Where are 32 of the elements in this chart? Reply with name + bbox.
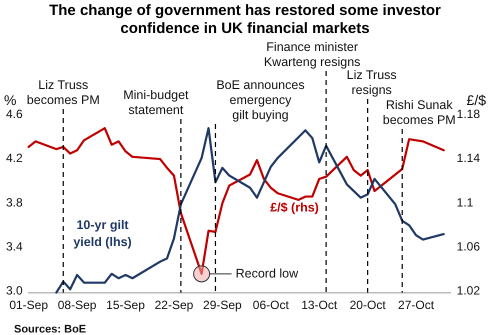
y-tick-label: 3.4 [6, 239, 23, 254]
source-note: Sources: BoE [14, 324, 86, 335]
ref-line-label: BoE announces emergency gilt buying [216, 78, 305, 122]
y2-axis-title: £/$ [466, 92, 486, 108]
y-tick-label: 4.2 [6, 151, 23, 166]
chart-title: The change of government has restored some investor confidence in UK financial markets [48, 1, 442, 39]
y2-tick-label: 1.02 [456, 284, 480, 298]
series-label: £/$ (rhs) [270, 200, 319, 214]
y2-tick-label: 1.18 [456, 107, 480, 122]
text: 10-yr gilt yield (lhs) [73, 218, 132, 249]
x-tick-label: 08-Sep [58, 298, 97, 312]
x-tick-label: 22-Sep [154, 298, 194, 312]
y-tick-label: 4.6 [6, 107, 23, 122]
x-tick-label: 20-Oct [350, 298, 386, 312]
x-tick-label: 15-Sep [106, 298, 146, 312]
x-tick-label: 27-Oct [398, 298, 435, 312]
ref-line-label: Liz Truss resigns [346, 68, 397, 98]
y-tick-label: 3.0 [6, 284, 23, 298]
y2-tick-label: 1.1 [456, 195, 474, 210]
x-tick-label: 06-Oct [252, 298, 290, 312]
y2-tick-label: 1.14 [456, 151, 480, 166]
ref-line-label: Liz Truss becomes PM [26, 78, 100, 108]
y2-tick-label: 1.06 [456, 239, 480, 254]
ref-line-label: Mini-budget statement [123, 88, 190, 118]
x-tick-label: 01-Sep [9, 298, 48, 312]
x-tick-label: 13-Oct [301, 298, 338, 312]
annotation: Record low [236, 266, 300, 280]
ref-line-label: Rishi Sunak becomes PM [382, 98, 456, 128]
y-axis-title: % [4, 92, 16, 108]
x-tick-label: 29-Sep [203, 298, 242, 312]
y-tick-label: 3.8 [6, 195, 23, 210]
ref-line-label: Finance minister Kwarteng resigns [264, 40, 360, 70]
